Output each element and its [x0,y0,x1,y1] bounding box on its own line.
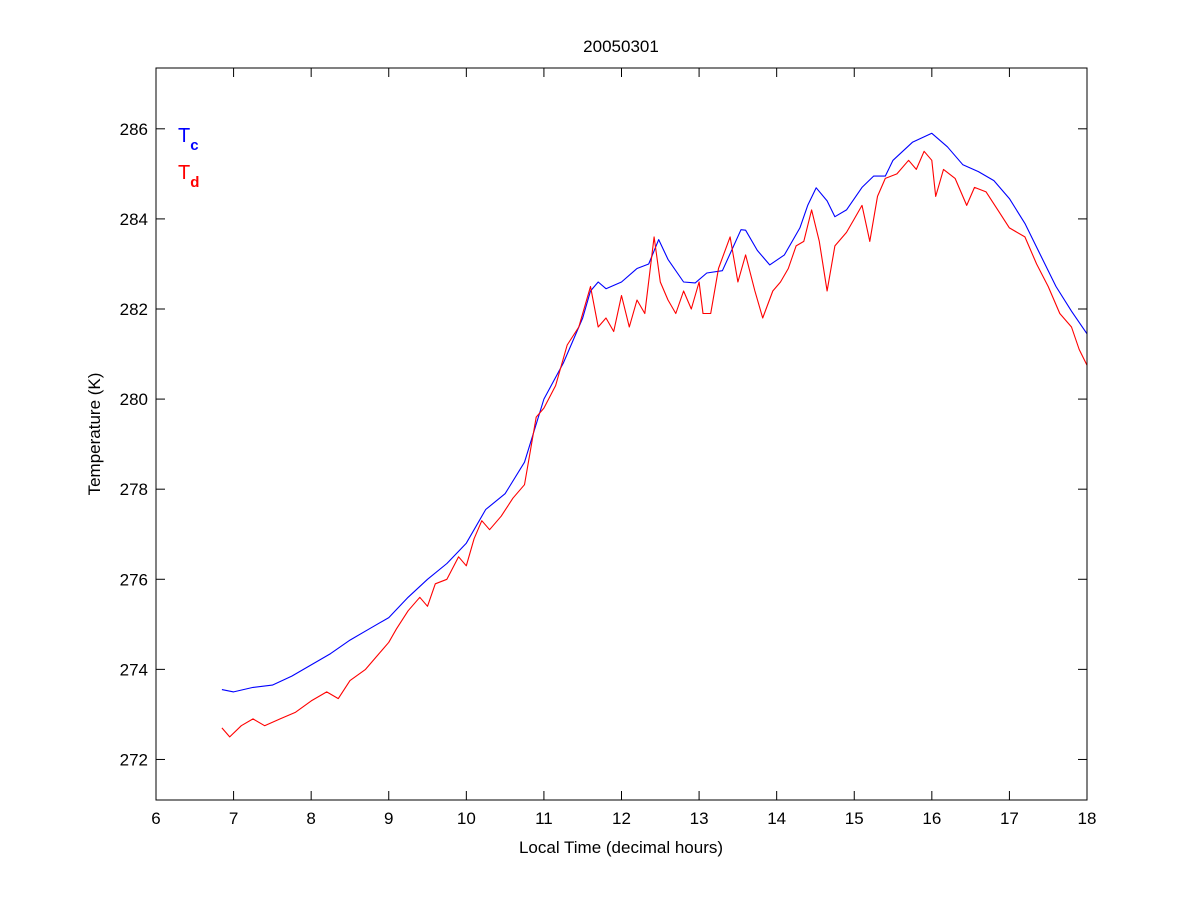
x-tick-label: 17 [1000,809,1019,828]
legend-td-sub: d [190,174,199,191]
x-axis-label: Local Time (decimal hours) [519,838,723,857]
chart-title: 20050301 [583,37,659,56]
x-tick-label: 9 [384,809,393,828]
legend-td-main: T [178,162,190,184]
x-tick-label: 10 [457,809,476,828]
y-tick-label: 278 [120,480,148,499]
x-tick-label: 14 [767,809,786,828]
legend-tc-sub: c [190,137,198,154]
y-tick-label: 286 [120,120,148,139]
y-tick-label: 272 [120,750,148,769]
x-tick-label: 16 [922,809,941,828]
y-tick-label: 282 [120,300,148,319]
legend-tc-main: T [178,125,190,147]
x-tick-label: 7 [229,809,238,828]
legend-tc: Tc [178,125,199,154]
series-lines [221,132,1088,738]
x-tick-label: 8 [306,809,315,828]
x-tick-label: 15 [845,809,864,828]
series-line-td [221,150,1088,738]
x-tick-label: 13 [690,809,709,828]
legend: Tc Td [178,125,199,191]
x-tick-label: 6 [151,809,160,828]
y-tick-label: 284 [120,210,148,229]
y-tick-label: 276 [120,570,148,589]
axis-ticks: 6 7 8 9 10 11 12 13 14 15 16 17 18 272 274 276 278 280 282… [120,68,1097,828]
series-line-tc [221,132,1088,693]
plot-frame [155,67,1088,801]
legend-td: Td [178,162,199,191]
y-tick-label: 274 [120,660,148,679]
x-tick-label: 18 [1078,809,1097,828]
y-axis-label: Temperature (K) [85,373,104,496]
x-tick-label: 12 [612,809,631,828]
x-tick-label: 11 [535,809,553,828]
y-tick-label: 280 [120,390,148,409]
